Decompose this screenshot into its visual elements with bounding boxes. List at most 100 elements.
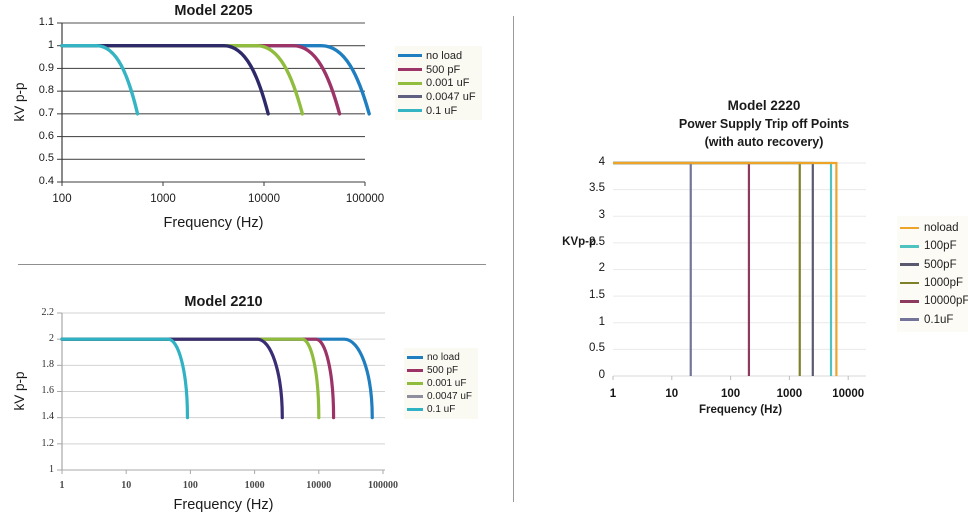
series-line-500-pF xyxy=(60,44,342,116)
x-tick-label: 10 xyxy=(665,388,679,400)
series-line-0.0047-uF xyxy=(60,337,284,420)
y-tick-label: 1.6 xyxy=(41,385,55,397)
y-tick-label: 0 xyxy=(598,368,605,381)
legend-swatch xyxy=(900,263,919,267)
x-tick-label: 1000 xyxy=(776,388,803,400)
y-tick-label: 0.8 xyxy=(38,84,54,97)
legend-label: 0.001 uF xyxy=(426,77,470,90)
y-tick-label: 0.5 xyxy=(38,152,54,165)
series-line-500-pF xyxy=(60,337,336,420)
y-tick-label: 3 xyxy=(598,209,605,222)
x-tick-label: 10000 xyxy=(248,193,280,205)
series-line-no-load xyxy=(60,44,371,116)
chart-subtitle-model-2220: Power Supply Trip off Points xyxy=(678,117,850,131)
legend-swatch xyxy=(900,245,919,248)
legend-item: 0.1 uF xyxy=(398,104,476,118)
x-tick-label: 1000 xyxy=(150,193,176,205)
legend-item: 500pF xyxy=(900,256,968,274)
legend-swatch xyxy=(407,382,423,385)
y-tick-label: 1 xyxy=(49,463,54,475)
legend-item: 100pF xyxy=(900,237,968,255)
y-tick-label: 1 xyxy=(598,315,605,328)
x-tick-label: 10000 xyxy=(306,480,332,491)
y-tick-label: 0.7 xyxy=(38,107,54,120)
legend-swatch xyxy=(407,356,423,359)
legend-swatch xyxy=(398,54,422,58)
legend-label: 0.1uF xyxy=(924,313,954,326)
y-tick-label: 3.5 xyxy=(589,182,605,195)
x-axis-label-model-2220: Frequency (Hz) xyxy=(698,404,783,416)
x-tick-label: 100 xyxy=(182,480,198,491)
x-tick-label: 1 xyxy=(609,388,617,400)
chart-subtitle2-model-2220: (with auto recovery) xyxy=(704,135,824,149)
legend-item: no load xyxy=(407,351,472,364)
x-tick-label: 10 xyxy=(121,480,132,491)
legend-label: 0.1 uF xyxy=(427,404,456,415)
legend-swatch xyxy=(407,408,423,411)
x-tick-label: 1 xyxy=(59,480,65,491)
y-tick-label: 2 xyxy=(49,332,54,344)
y-tick-label: 0.5 xyxy=(589,342,605,355)
x-tick-label: 100000 xyxy=(345,193,385,205)
y-tick-label: 1.2 xyxy=(41,437,55,449)
legend-item: 1000pF xyxy=(900,274,968,292)
legend-label: 0.0047 uF xyxy=(426,90,476,103)
legend-model-2220: noload 100pF 500pF 1000pF 10000pF 0.1uF xyxy=(897,216,968,332)
y-tick-label: 1.4 xyxy=(41,411,55,423)
legend-label: no load xyxy=(427,352,460,363)
y-tick-label: 1.5 xyxy=(589,288,605,301)
legend-label: 10000pF xyxy=(924,295,968,308)
legend-item: no load xyxy=(398,49,476,63)
legend-swatch xyxy=(900,300,919,303)
legend-item: 500 pF xyxy=(398,63,476,77)
legend-label: 0.001 uF xyxy=(427,378,467,389)
vertical-divider xyxy=(513,16,514,502)
legend-swatch xyxy=(407,395,423,398)
x-tick-label: 100 xyxy=(721,388,741,400)
legend-swatch xyxy=(398,109,422,113)
legend-label: 0.0047 uF xyxy=(427,391,473,402)
x-tick-label: 1000 xyxy=(244,480,265,491)
horizontal-divider xyxy=(18,264,486,265)
series-line-0.1-uF xyxy=(60,44,140,116)
legend-swatch xyxy=(407,369,423,372)
y-tick-label: 0.9 xyxy=(38,61,54,74)
y-tick-label: 0.4 xyxy=(38,175,54,188)
series-line-no-load xyxy=(60,337,374,420)
chart-title-model-2205: Model 2205 xyxy=(174,3,253,19)
legend-label: 0.1 uF xyxy=(426,104,458,117)
y-tick-label: 1.8 xyxy=(41,359,55,371)
series-line-0.1-uF xyxy=(60,337,190,420)
series-line-noload xyxy=(613,161,838,376)
x-tick-label: 10000 xyxy=(832,388,865,400)
x-axis-label-model-2205: Frequency (Hz) xyxy=(163,215,264,231)
legend-item: 0.1uF xyxy=(900,310,968,328)
series-line-0.0047-uF xyxy=(60,44,270,116)
legend-item: 0.0047 uF xyxy=(407,390,472,403)
legend-swatch xyxy=(398,95,422,99)
legend-item: 10000pF xyxy=(900,292,968,310)
legend-item: 0.1 uF xyxy=(407,403,472,416)
legend-label: 500pF xyxy=(924,258,957,271)
legend-label: no load xyxy=(426,49,463,62)
y-tick-label: 1 xyxy=(47,38,54,51)
legend-item: 0.001 uF xyxy=(407,377,472,390)
legend-label: 1000pF xyxy=(924,277,964,290)
y-tick-label: 4 xyxy=(598,155,605,168)
x-tick-label: 100 xyxy=(52,193,72,205)
x-tick-label: 100000 xyxy=(368,480,398,491)
legend-swatch xyxy=(900,226,919,230)
y-tick-label: 2.5 xyxy=(589,235,605,248)
legend-item: 0.001 uF xyxy=(398,76,476,90)
y-tick-label: 1.1 xyxy=(38,16,54,29)
y-axis-label-model-2220: KVp-p xyxy=(562,236,596,248)
legend-swatch xyxy=(900,281,919,285)
legend-swatch xyxy=(398,81,422,85)
legend-swatch xyxy=(398,68,422,72)
legend-swatch xyxy=(900,318,919,321)
legend-item: noload xyxy=(900,219,968,237)
